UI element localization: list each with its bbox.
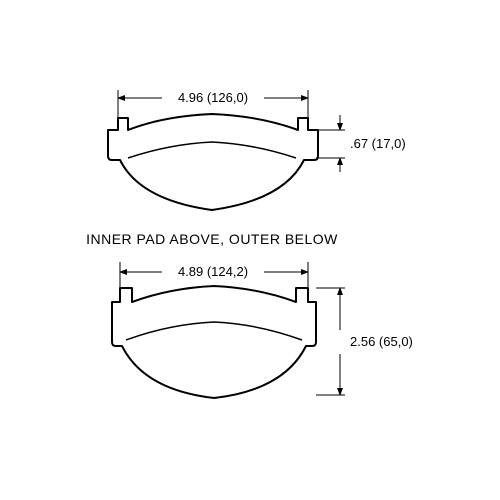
upper-width-label: 4.96 (126,0) [178, 90, 248, 105]
lower-height-label: 2.56 (65,0) [350, 334, 413, 349]
lower-width-label: 4.89 (124,2) [178, 264, 248, 279]
upper-height-label: .67 (17,0) [350, 136, 406, 151]
lower-pad: 4.89 (124,2) 2.56 (65,0) [112, 262, 413, 398]
upper-pad: 4.96 (126,0) .67 (17,0) [108, 90, 406, 210]
upper-height-dimension: .67 (17,0) [316, 115, 406, 172]
upper-pad-outline [108, 114, 318, 210]
lower-height-dimension: 2.56 (65,0) [316, 288, 413, 395]
upper-width-dimension: 4.96 (126,0) [118, 90, 308, 120]
lower-width-dimension: 4.89 (124,2) [120, 262, 308, 292]
upper-pad-inner-arc [128, 142, 296, 158]
lower-pad-outline [112, 286, 316, 398]
center-label: INNER PAD ABOVE, OUTER BELOW [86, 231, 338, 247]
brake-pad-diagram: 4.96 (126,0) .67 (17,0) INNER PAD ABOVE,… [0, 0, 500, 500]
lower-pad-inner-arc [126, 322, 302, 340]
